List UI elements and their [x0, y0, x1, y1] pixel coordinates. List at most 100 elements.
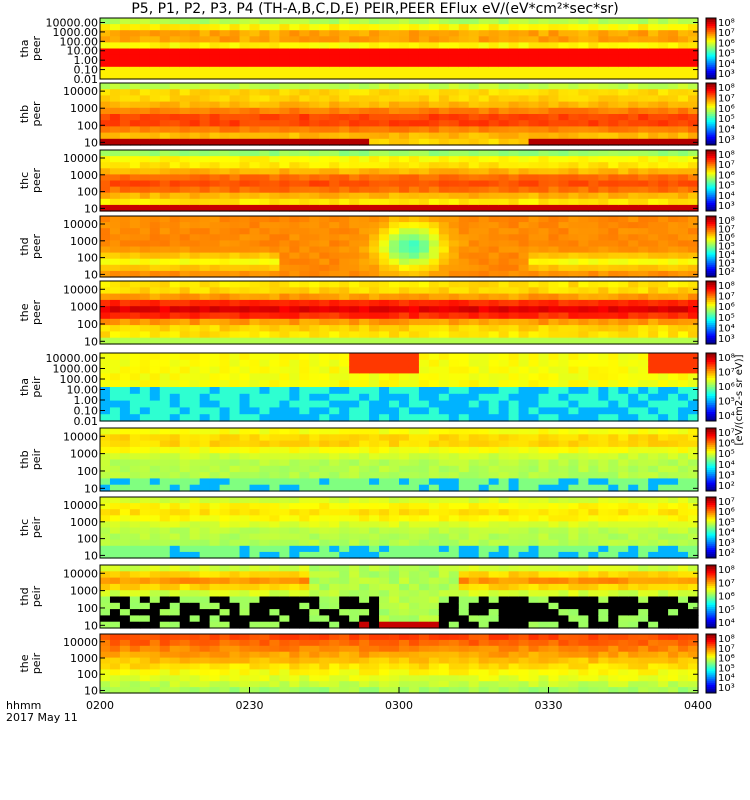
- heatmap-cell: [389, 331, 400, 339]
- heatmap-cell: [259, 359, 271, 368]
- heatmap-cell: [408, 95, 420, 103]
- heatmap-cell: [478, 107, 490, 115]
- heatmap-cell: [648, 156, 659, 163]
- heatmap-cell: [618, 465, 629, 473]
- ytick-label: 1.00: [74, 54, 99, 67]
- heatmap-cell: [618, 359, 629, 368]
- heatmap-cell: [109, 192, 121, 200]
- heatmap-cell: [418, 287, 430, 295]
- heatmap-cell: [299, 246, 310, 254]
- ytick-label: 1000.00: [53, 363, 99, 376]
- colorbar-frame: [705, 352, 717, 422]
- heatmap-cell: [309, 192, 320, 200]
- heatmap-cell: [139, 222, 151, 229]
- colorbar-segment: [706, 416, 716, 420]
- colorbar-tick-label: 10⁶: [718, 170, 735, 181]
- colorbar-segment: [706, 216, 716, 219]
- heatmap-cell: [458, 539, 470, 547]
- heatmap-cell: [448, 132, 460, 140]
- heatmap-cell: [638, 380, 649, 388]
- heatmap-cell: [638, 42, 649, 50]
- heatmap-cell: [359, 270, 370, 278]
- colorbar-segment: [706, 20, 716, 23]
- heatmap-cell: [558, 484, 570, 492]
- heatmap-cell: [428, 42, 440, 50]
- heatmap-cell: [608, 312, 619, 320]
- heatmap-cell: [558, 380, 570, 388]
- heatmap-cell: [329, 132, 340, 140]
- heatmap-cell: [538, 198, 550, 206]
- heatmap-cell: [289, 440, 300, 448]
- heatmap-cell: [638, 472, 649, 479]
- heatmap-cell: [129, 234, 141, 241]
- heatmap-cell: [688, 168, 699, 175]
- heatmap-cell: [628, 293, 639, 301]
- heatmap-cell: [588, 440, 599, 448]
- heatmap-cell: [369, 465, 380, 473]
- heatmap-cell: [249, 337, 261, 345]
- heatmap-cell: [179, 387, 191, 395]
- heatmap-cell: [389, 204, 400, 212]
- heatmap-cell: [418, 353, 430, 361]
- colorbar-segment: [706, 357, 716, 361]
- heatmap-cell: [668, 287, 679, 295]
- heatmap-cell: [349, 299, 360, 307]
- heatmap-cell: [668, 204, 679, 212]
- heatmap-cell: [359, 138, 370, 146]
- colorbar-segment: [706, 89, 716, 92]
- colorbar-segment: [706, 432, 716, 435]
- heatmap-cell: [179, 287, 191, 295]
- heatmap-cell: [538, 107, 550, 115]
- heatmap-cell: [100, 407, 111, 415]
- heatmap-cell: [100, 222, 111, 229]
- heatmap-cell: [428, 120, 440, 127]
- heatmap-cell: [558, 60, 570, 68]
- heatmap-cell: [179, 299, 191, 307]
- heatmap-cell: [339, 174, 350, 182]
- heatmap-cell: [568, 42, 579, 50]
- heatmap-cell: [548, 434, 560, 442]
- heatmap-cell: [598, 162, 609, 169]
- heatmap-cell: [418, 440, 430, 448]
- heatmap-cell: [448, 54, 460, 62]
- heatmap-cell: [418, 503, 430, 510]
- heatmap-cell: [538, 453, 550, 461]
- heatmap-cell: [638, 366, 649, 374]
- heatmap-cell: [399, 539, 410, 547]
- heatmap-cell: [319, 533, 330, 541]
- heatmap-cell: [229, 434, 241, 442]
- heatmap-cell: [458, 180, 470, 188]
- heatmap-cell: [399, 42, 410, 50]
- heatmap-cell: [658, 228, 669, 235]
- heatmap-cell: [558, 337, 570, 345]
- heatmap-cell: [189, 270, 201, 278]
- heatmap-cell: [418, 465, 430, 473]
- heatmap-cell: [269, 459, 280, 467]
- heatmap-cell: [339, 204, 350, 212]
- heatmap-cell: [289, 30, 300, 37]
- heatmap-cell: [269, 299, 280, 307]
- heatmap-cell: [468, 527, 480, 535]
- heatmap-cell: [149, 299, 161, 307]
- heatmap-cell: [478, 478, 490, 486]
- colorbar-tick-label: 10⁶: [718, 38, 735, 49]
- heatmap-cell: [608, 434, 619, 442]
- heatmap-cell: [638, 234, 649, 241]
- heatmap-cell: [239, 192, 251, 200]
- heatmap-cell: [369, 264, 380, 272]
- heatmap-cell: [498, 186, 510, 194]
- heatmap-cell: [408, 228, 420, 235]
- heatmap-cell: [189, 222, 201, 229]
- heatmap-cell: [428, 24, 440, 31]
- heatmap-cell: [299, 270, 310, 278]
- heatmap-cell: [289, 509, 300, 516]
- heatmap-cell: [399, 440, 410, 448]
- heatmap-cell: [408, 545, 420, 553]
- heatmap-cell: [369, 515, 380, 522]
- heatmap-cell: [109, 545, 121, 553]
- heatmap-cell: [100, 95, 111, 103]
- heatmap-cell: [448, 472, 460, 479]
- heatmap-cell: [139, 234, 151, 241]
- heatmap-cell: [628, 132, 639, 140]
- heatmap-cell: [468, 509, 480, 516]
